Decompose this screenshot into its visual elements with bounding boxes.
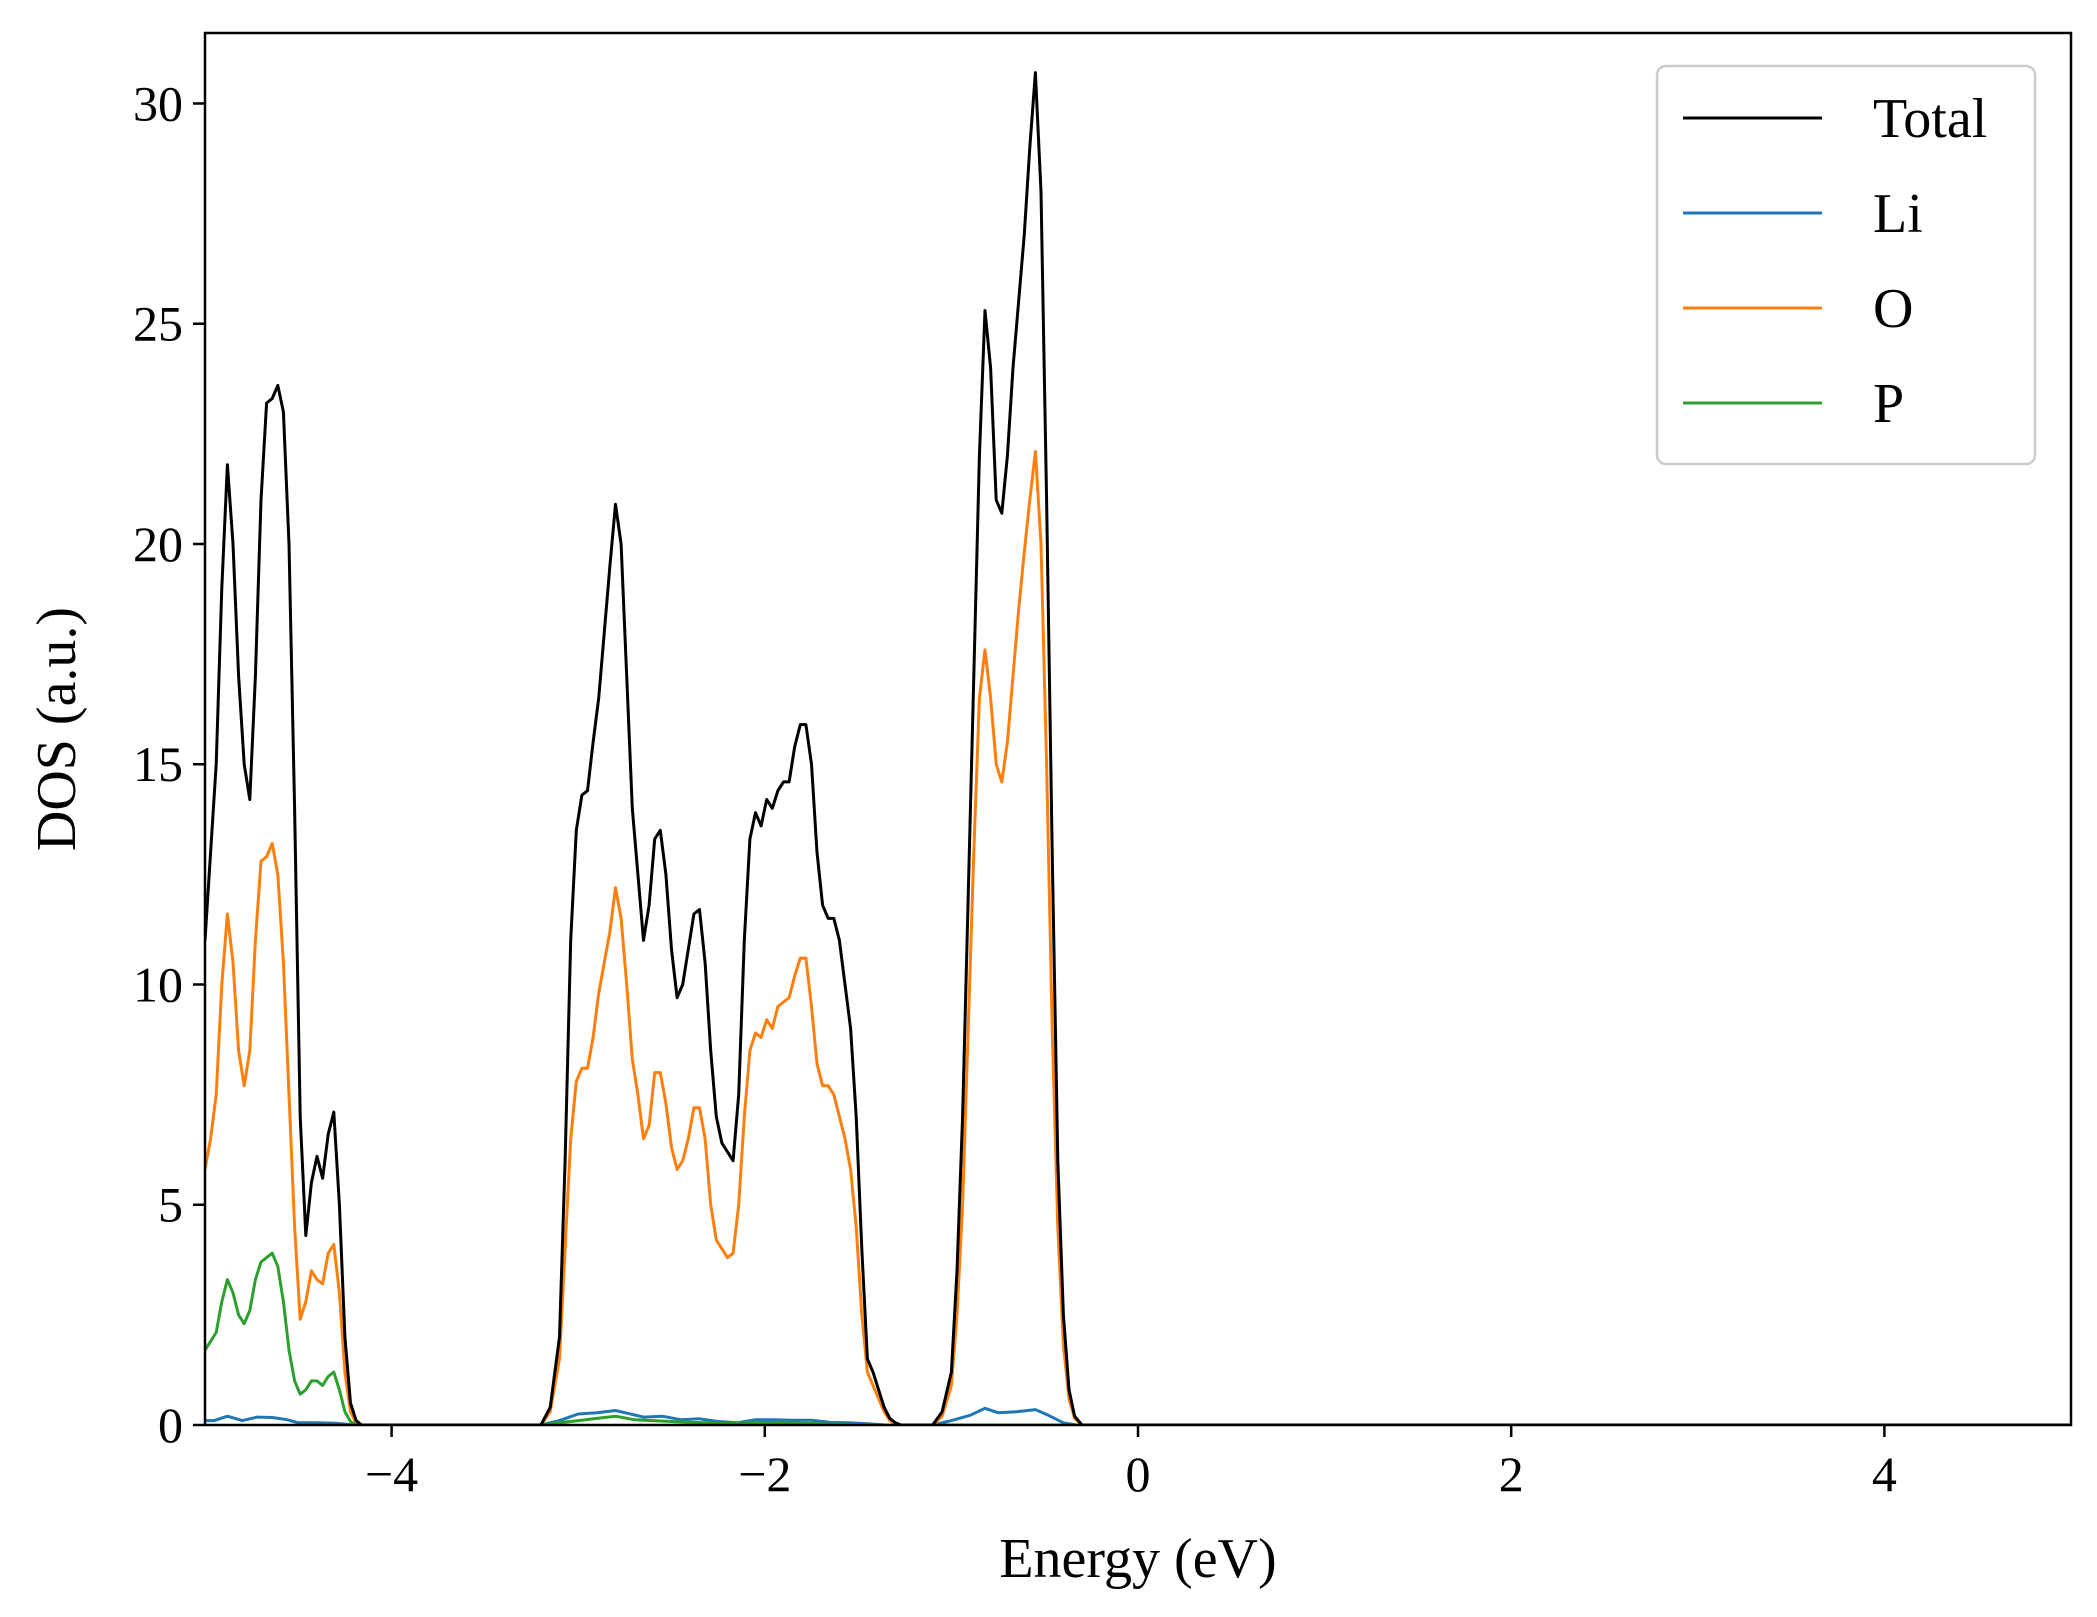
x-axis-label: Energy (eV) xyxy=(999,1528,1276,1590)
legend-frame xyxy=(1655,64,2037,466)
x-tick-label: 4 xyxy=(1872,1446,1897,1502)
x-tick-label: −2 xyxy=(738,1446,791,1502)
series-line-o xyxy=(205,450,2071,1425)
series-layer xyxy=(205,71,2071,1425)
legend-label-o: O xyxy=(1873,278,1913,340)
legend-label-p: P xyxy=(1873,373,1904,435)
legend-label-total: Total xyxy=(1873,88,1987,150)
y-tick-label: 0 xyxy=(158,1397,183,1453)
y-axis-label: DOS (a.u.) xyxy=(26,607,88,851)
legend: Total Li OP xyxy=(1655,64,2037,466)
x-tick-label: 2 xyxy=(1499,1446,1524,1502)
series-line-total xyxy=(205,71,2071,1425)
x-tick-label: 0 xyxy=(1126,1446,1151,1502)
series-line-p xyxy=(205,1251,2071,1425)
y-tick-label: 5 xyxy=(158,1177,183,1233)
y-tick-label: 20 xyxy=(133,516,183,572)
x-tick-label: −4 xyxy=(365,1446,418,1502)
y-tick-label: 25 xyxy=(133,296,183,352)
legend-label-li: Li xyxy=(1873,183,1923,245)
x-axis: −4 −2 0 2 4 xyxy=(365,1425,1897,1502)
y-tick-label: 10 xyxy=(133,956,183,1012)
y-axis: 0 5 10 15 20 25 30 xyxy=(133,75,205,1453)
y-tick-label: 30 xyxy=(133,75,183,131)
series-line-li xyxy=(205,1406,2071,1425)
y-tick-label: 15 xyxy=(133,736,183,792)
